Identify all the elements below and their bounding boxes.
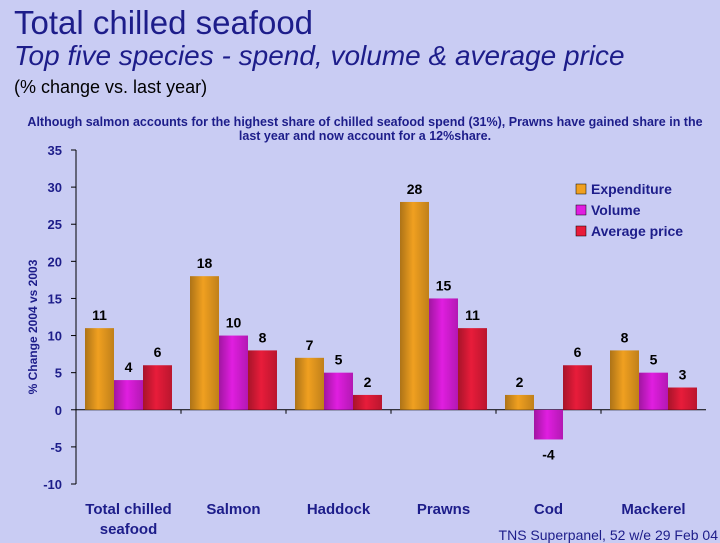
legend-swatch [575, 225, 587, 237]
data-label: 11 [465, 307, 480, 323]
bar-volume [534, 409, 563, 440]
bar-average-price [248, 350, 277, 410]
x-tick-label: Salmon [206, 501, 260, 518]
y-axis-title: % Change 2004 vs 2003 [26, 259, 40, 394]
y-tick-label: -5 [50, 440, 62, 455]
data-label: 11 [92, 307, 107, 323]
data-label: 6 [154, 344, 162, 360]
data-label: 2 [516, 374, 524, 390]
bar-average-price [143, 365, 172, 410]
bar-expenditure [505, 394, 534, 410]
legend-swatch [575, 204, 587, 216]
page-subtitle: Top five species - spend, volume & avera… [14, 40, 625, 71]
y-tick-label: 35 [48, 143, 62, 158]
data-label: 6 [574, 344, 582, 360]
data-label: 3 [679, 367, 687, 383]
bar-average-price [668, 387, 697, 410]
bar-volume [429, 298, 458, 410]
bar-volume [114, 380, 143, 410]
data-label: 5 [650, 352, 658, 368]
data-label: 4 [125, 359, 133, 375]
data-label: 2 [364, 374, 372, 390]
y-tick-label: 20 [48, 254, 62, 269]
page-title: Total chilled seafood [14, 4, 314, 41]
data-label: 5 [335, 352, 343, 368]
legend-label: Volume [591, 202, 641, 218]
bar-expenditure [295, 357, 324, 410]
y-tick-label: 30 [48, 180, 62, 195]
legend-swatch [575, 183, 587, 195]
bar-average-price [353, 394, 382, 410]
data-label: 7 [306, 337, 314, 353]
y-tick-label: 25 [48, 217, 62, 232]
x-tick-label: Cod [534, 501, 563, 518]
bar-expenditure [610, 350, 639, 410]
data-label: 28 [407, 181, 423, 197]
y-tick-label: 15 [48, 291, 62, 306]
bar-volume [219, 335, 248, 410]
data-label: 8 [621, 329, 629, 345]
x-tick-label: Prawns [417, 501, 470, 518]
chart-annotation: Although salmon accounts for the highest… [27, 115, 703, 143]
y-tick-label: 5 [55, 366, 62, 381]
legend-label: Average price [591, 223, 683, 239]
data-label: -4 [542, 446, 555, 462]
bar-expenditure [400, 201, 429, 410]
legend-label: Expenditure [591, 181, 672, 197]
data-label: 15 [436, 277, 452, 293]
bar-average-price [563, 365, 592, 410]
bar-volume [324, 372, 353, 410]
y-tick-label: 0 [55, 403, 62, 418]
data-label: 8 [259, 329, 267, 345]
x-tick-label: Mackerel [621, 501, 685, 518]
bar-expenditure [85, 328, 114, 410]
bar-expenditure [190, 276, 219, 410]
bar-volume [639, 372, 668, 410]
data-label: 10 [226, 315, 242, 331]
x-tick-label: Total chilled [85, 501, 171, 518]
x-tick-label: Haddock [307, 501, 371, 518]
bar-average-price [458, 328, 487, 410]
x-tick-label: seafood [100, 521, 158, 538]
y-tick-label: 10 [48, 329, 62, 344]
source-note: TNS Superpanel, 52 w/e 29 Feb 04 [498, 527, 718, 543]
data-label: 18 [197, 255, 213, 271]
y-tick-label: -10 [43, 477, 62, 492]
page-subnote: (% change vs. last year) [14, 77, 208, 97]
